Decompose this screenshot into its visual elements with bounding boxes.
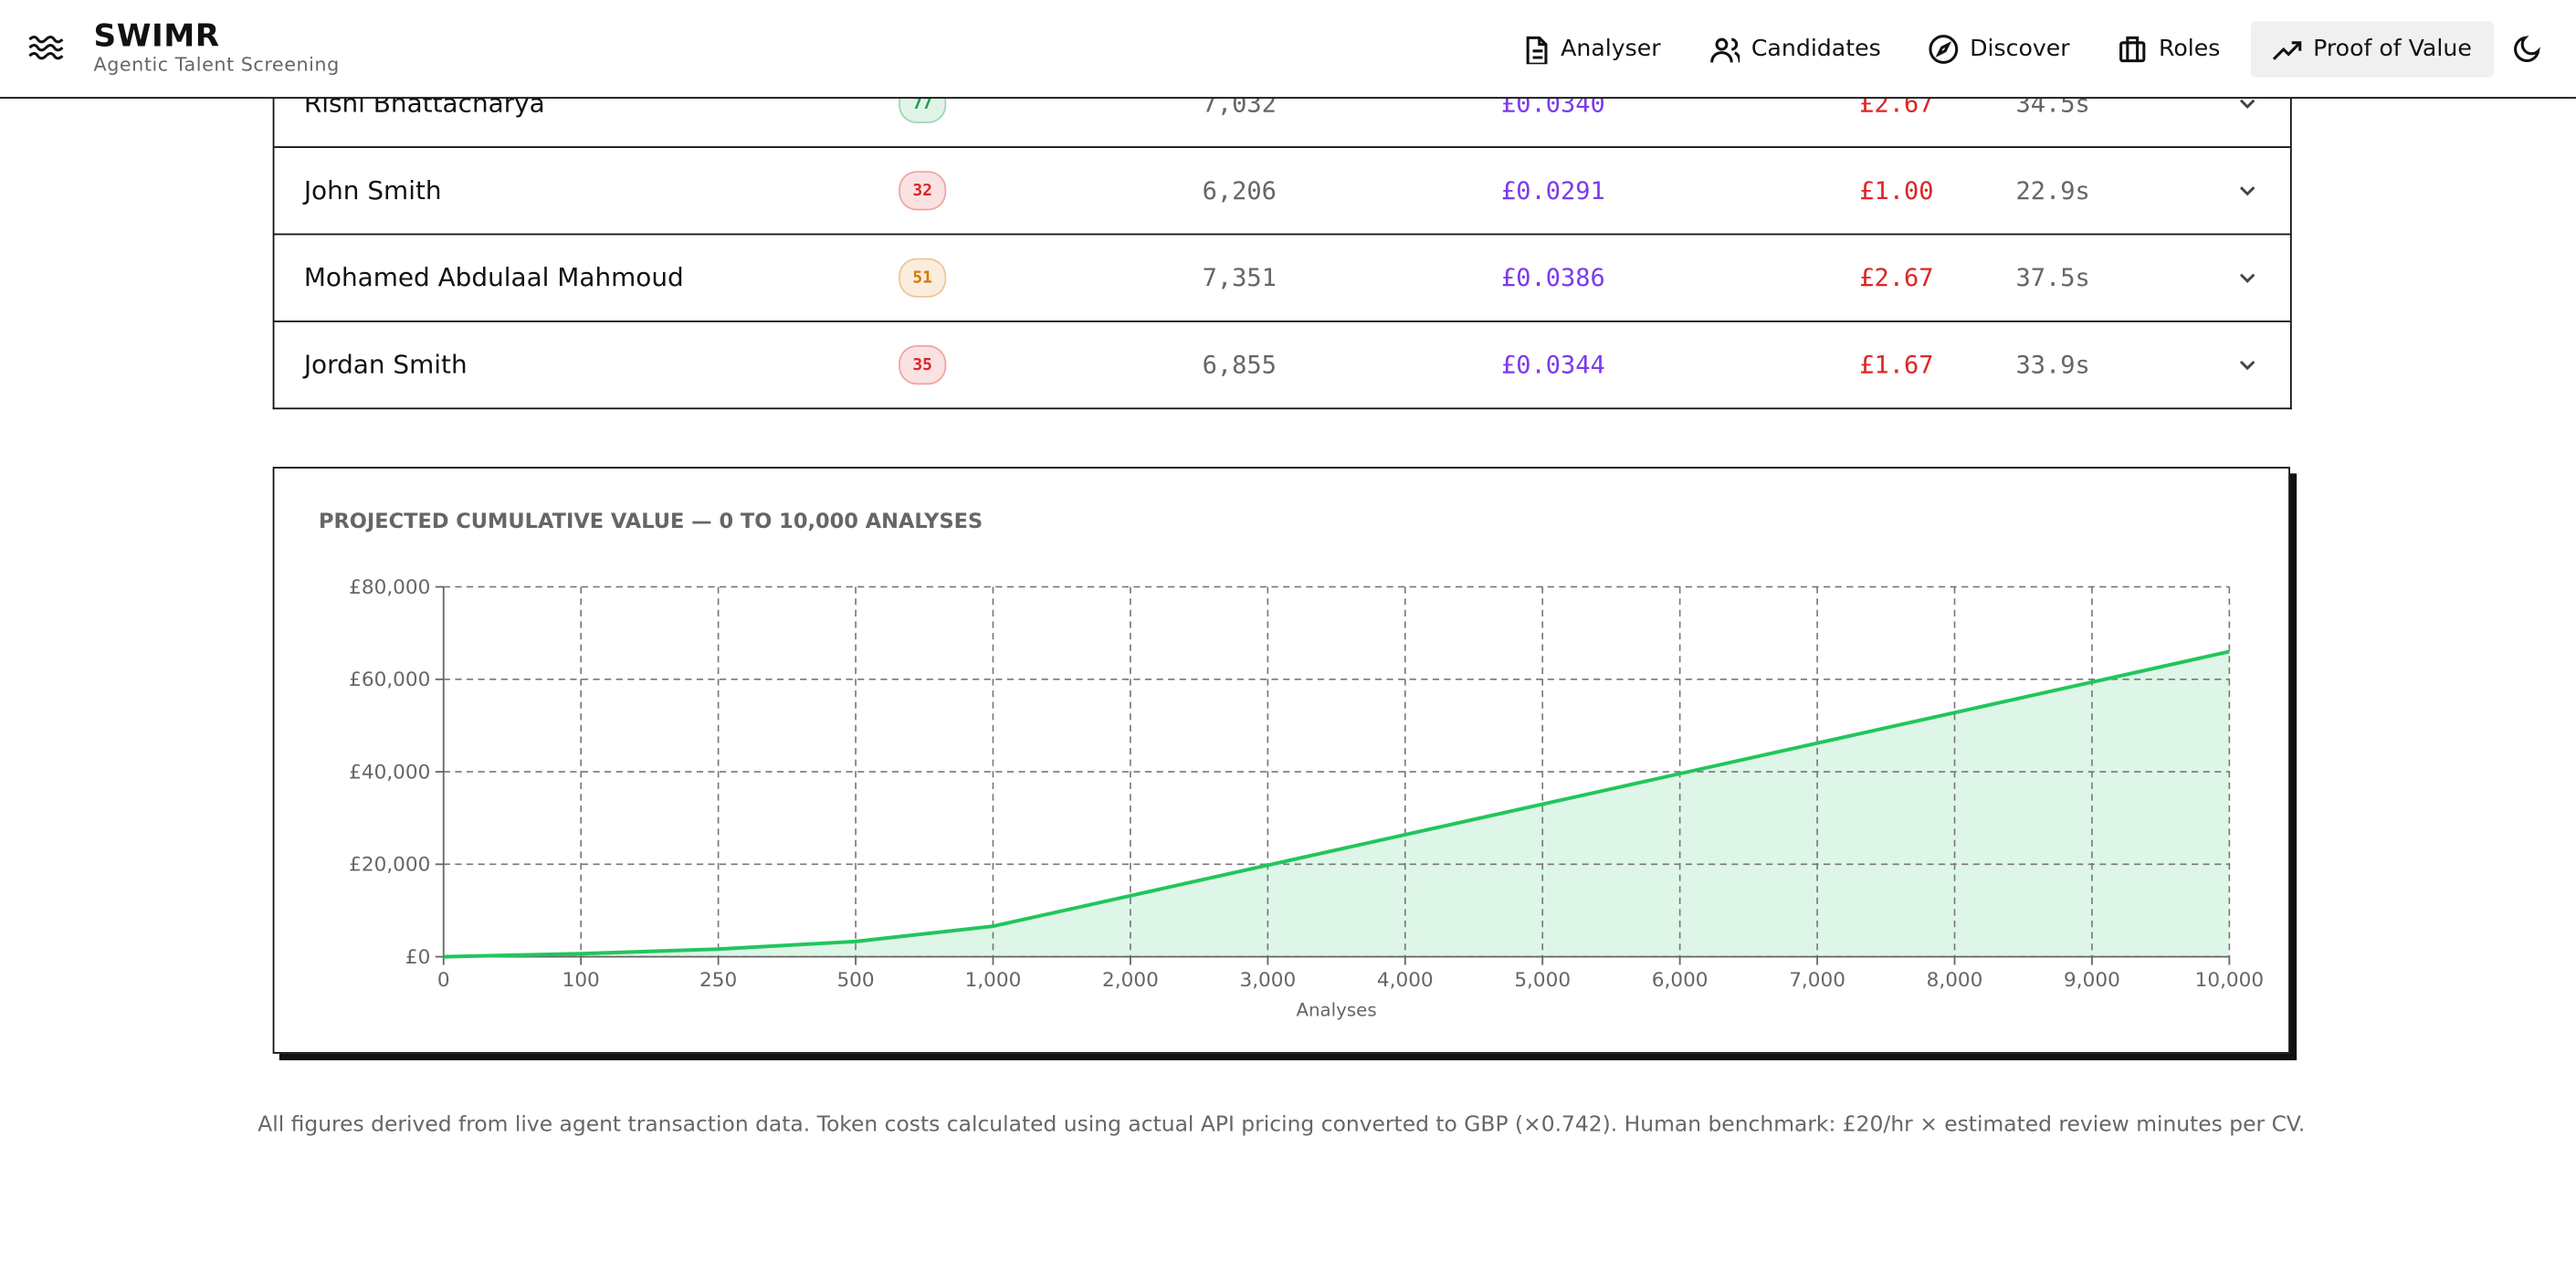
y-tick-label: £60,000: [349, 669, 430, 691]
nav-icon: [1710, 37, 1740, 63]
expand-chevron[interactable]: [2237, 355, 2257, 375]
table-row[interactable]: John Smith 32 6,206 £0.0291 £1.00 22.9s: [274, 146, 2290, 233]
table-row[interactable]: Jordan Smith 35 6,855 £0.0344 £1.67 33.9s: [274, 321, 2290, 407]
x-tick-label: 9,000: [2064, 969, 2120, 992]
score-badge: 51: [899, 258, 947, 298]
x-tick-label: 4,000: [1377, 969, 1434, 992]
chart-title: PROJECTED CUMULATIVE VALUE — 0 TO 10,000…: [319, 510, 983, 533]
nav-item[interactable]: Analyser: [1498, 21, 1682, 77]
nav-label: Analyser: [1561, 36, 1661, 63]
nav-icon: [1929, 35, 1959, 64]
x-tick-label: 100: [563, 969, 600, 992]
tokens: 7,351: [1202, 263, 1277, 293]
theme-toggle[interactable]: [2512, 31, 2545, 64]
tokens: 6,855: [1202, 350, 1277, 380]
nav-icon: [1526, 36, 1548, 65]
cost: £0.0291: [1500, 175, 1605, 205]
saving: £2.67: [1859, 263, 1934, 293]
y-tick-label: £40,000: [349, 761, 430, 784]
x-axis-label: Analyses: [1296, 999, 1376, 1020]
y-tick-label: £20,000: [349, 854, 430, 877]
y-tick-label: £0: [405, 946, 430, 969]
footnote: All figures derived from live agent tran…: [258, 1112, 2306, 1138]
candidate-name: Jordan Smith: [303, 350, 468, 380]
nav-item[interactable]: Candidates: [1688, 21, 1902, 77]
x-tick-label: 7,000: [1789, 969, 1845, 992]
candidate-table: Rishi Bhattacharya 77 7,032 £0.0340 £2.67 34.…: [272, 58, 2292, 410]
saving: £1.67: [1859, 350, 1934, 380]
x-tick-label: 250: [699, 969, 737, 992]
line: [443, 649, 2230, 959]
expand-chevron[interactable]: [2237, 181, 2257, 201]
x-tick-label: 5,000: [1514, 969, 1571, 992]
x-tick-label: 1,000: [965, 969, 1022, 992]
x-tick-label: 2,000: [1102, 969, 1159, 992]
nav-label: Candidates: [1751, 36, 1881, 63]
x-tick-label: 8,000: [1927, 969, 1983, 992]
table-row[interactable]: Mohamed Abdulaal Mahmoud 51 7,351 £0.0386 £2…: [274, 233, 2290, 321]
chart: PROJECTED CUMULATIVE VALUE — 0 TO 10,000…: [319, 510, 2264, 1021]
chart-card: PROJECTED CUMULATIVE VALUE — 0 TO 10,000…: [272, 467, 2290, 1054]
expand-chevron[interactable]: [2237, 268, 2257, 288]
nav-label: Roles: [2159, 36, 2221, 63]
x-tick-label: 500: [836, 969, 874, 992]
x-tick-label: 3,000: [1239, 969, 1296, 992]
x-tick-label: 10,000: [2195, 969, 2264, 992]
nav-item[interactable]: Roles: [2097, 21, 2242, 77]
time: 37.5s: [2015, 263, 2090, 293]
x-tick-label: 6,000: [1652, 969, 1709, 992]
y-tick-label: £80,000: [349, 576, 430, 599]
expand-chevron[interactable]: [2237, 94, 2257, 114]
subtitle: Agentic Talent Screening: [93, 52, 340, 76]
candidate-name: Mohamed Abdulaal Mahmoud: [303, 263, 684, 293]
nav-icon: [2272, 41, 2302, 60]
cost: £0.0386: [1500, 263, 1605, 293]
brand: SWIMR: [93, 17, 220, 55]
header: SWIMR Agentic Talent Screening Analyser C…: [0, 0, 2576, 99]
nav-item[interactable]: Discover: [1908, 21, 2091, 77]
cost: £0.0344: [1500, 350, 1605, 380]
nav-label: Proof of Value: [2313, 36, 2472, 63]
score-badge: 32: [899, 171, 947, 211]
menu-icon[interactable]: [28, 33, 65, 62]
tokens: 6,206: [1202, 175, 1277, 205]
nav-icon: [2119, 36, 2146, 63]
area-fill: [443, 651, 2230, 957]
score-badge: 35: [899, 345, 947, 385]
saving: £1.00: [1859, 175, 1934, 205]
x-tick-label: 0: [437, 969, 450, 992]
nav-item[interactable]: Proof of Value: [2250, 21, 2494, 78]
nav-label: Discover: [1970, 36, 2070, 63]
candidate-name: John Smith: [303, 175, 442, 205]
time: 22.9s: [2015, 175, 2090, 205]
time: 33.9s: [2015, 350, 2090, 380]
